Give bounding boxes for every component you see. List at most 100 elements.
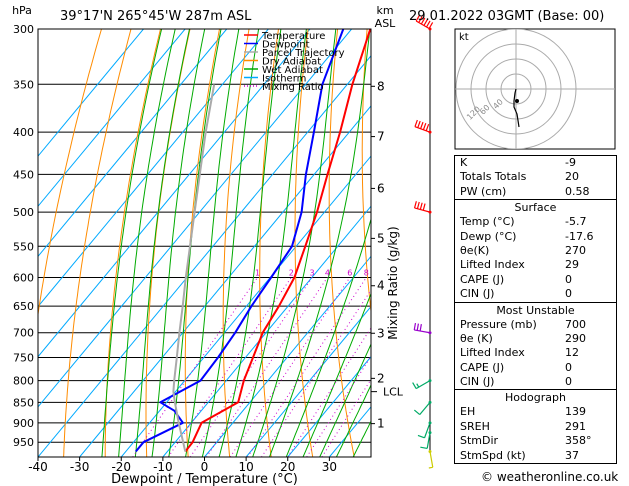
index-row: K -9 <box>455 156 616 170</box>
mixing-ratio-label: 15 <box>399 268 409 277</box>
surface-row: θe(K) 270 <box>455 244 616 258</box>
legend-label: Temperature <box>261 31 325 42</box>
most-unstable-row: Pressure (mb) 700 <box>455 318 616 332</box>
wind-barb-flag <box>413 201 417 209</box>
parcel-trajectory-line <box>172 84 216 452</box>
dry-adiabat-line <box>38 29 102 318</box>
hodograph-stat-label: StmDir <box>460 434 499 448</box>
isotherm-line <box>245 305 371 457</box>
x-axis-title: Dewpoint / Temperature (°C) <box>111 472 298 486</box>
wet-adiabat-line <box>185 29 240 457</box>
mixing-ratio-line <box>206 277 328 457</box>
wind-barb-flag <box>412 382 417 389</box>
mixing-ratio-label: 25 <box>431 268 441 277</box>
wind-barb-flag <box>416 201 420 209</box>
surface-value: 0 <box>565 287 572 301</box>
wind-barb-flag <box>417 434 425 439</box>
most-unstable-label: θe (K) <box>460 331 493 345</box>
km-tick-label: 5 <box>377 231 385 245</box>
pressure-tick-label: 850 <box>13 396 34 409</box>
wet-adiabat-line <box>168 29 222 457</box>
isotherm-line <box>162 205 371 457</box>
most-unstable-row: Lifted Index 12 <box>455 346 616 360</box>
isotherm-line <box>38 29 228 258</box>
x-tick-label: -10 <box>153 460 173 474</box>
wet-adiabat-line <box>101 29 163 457</box>
pressure-unit-label: hPa <box>12 4 32 17</box>
wet-adiabat-line <box>201 29 260 457</box>
surface-value: 29 <box>565 258 579 272</box>
most-unstable-value: 0 <box>565 360 572 374</box>
wet-adiabat-line <box>335 383 371 457</box>
wind-barb-flag <box>414 119 418 127</box>
wind-barb-flag <box>428 22 434 29</box>
pressure-tick-label: 350 <box>13 78 34 91</box>
most-unstable-value: 12 <box>565 346 579 360</box>
mixing-ratio-line <box>321 378 371 457</box>
wind-barb-flag <box>423 19 428 26</box>
surface-row: Dewp (°C) -17.6 <box>455 230 616 244</box>
surface-value: -5.7 <box>565 215 587 229</box>
mixing-ratio-label: 2 <box>289 268 294 277</box>
hodograph-stat-value: 358° <box>565 434 592 448</box>
isotherm-line <box>38 29 144 157</box>
wind-barb-flag <box>420 121 424 129</box>
isotherm-line <box>287 355 371 457</box>
surface-label: CIN (J) <box>460 287 495 301</box>
wind-barb-dot <box>428 421 432 425</box>
wind-barb-dot <box>428 130 432 134</box>
wind-barb-shaft <box>423 422 431 439</box>
wet-adiabat-line <box>118 29 176 457</box>
mixing-ratio-line <box>306 355 371 457</box>
wind-barb-half-flag <box>428 466 433 469</box>
x-tick-label: 20 <box>280 460 295 474</box>
most-unstable-label: Lifted Index <box>460 346 525 360</box>
index-row: Totals Totals 20 <box>455 170 616 184</box>
mixing-ratio-label: 3 <box>310 268 315 277</box>
surface-row: Temp (°C) -5.7 <box>455 215 616 229</box>
isotherm-line <box>38 29 269 308</box>
pressure-tick-label: 750 <box>13 351 34 364</box>
x-tick-label: 0 <box>201 460 209 474</box>
wind-barb-dot <box>428 431 432 435</box>
pressure-tick-label: 400 <box>13 126 34 139</box>
x-tick-label: -30 <box>70 460 90 474</box>
wind-barb-flag <box>413 322 417 331</box>
wind-barb-flag <box>415 14 421 22</box>
x-tick-label: 10 <box>238 460 253 474</box>
mixing-ratio-line <box>189 277 313 457</box>
surface-row: CAPE (J) 0 <box>455 273 616 287</box>
wind-barb-flag <box>413 409 421 416</box>
wind-barb-shaft <box>419 401 431 415</box>
location-text: 39°17'N 265°45'W 287m ASL <box>60 9 252 24</box>
mixing-ratio-label: 8 <box>364 268 369 277</box>
x-tick-label: -40 <box>28 460 48 474</box>
most-unstable-value: 0 <box>565 375 572 389</box>
legend-label: Dewpoint <box>262 40 310 51</box>
mixing-ratio-label: 6 <box>347 268 352 277</box>
pressure-tick-label: 900 <box>13 417 34 430</box>
index-value: -9 <box>565 156 576 169</box>
mixing-ratio-axis-title: Mixing Ratio (g/kg) <box>386 226 400 339</box>
surface-value: 0 <box>565 272 572 286</box>
isotherm-line <box>38 29 352 408</box>
isotherm-line <box>38 29 311 358</box>
index-label: PW (cm) <box>460 184 507 198</box>
storm-motion-marker <box>515 99 519 103</box>
most-unstable-value: 290 <box>565 331 586 345</box>
most-unstable-label: CAPE (J) <box>460 360 505 374</box>
pressure-tick-label: 450 <box>13 168 34 181</box>
index-row: PW (cm) 0.58 <box>455 185 616 199</box>
dry-adiabat-line <box>294 29 314 457</box>
hodograph-stat-row: SREH 291 <box>455 420 616 434</box>
x-tick-label: 30 <box>322 460 337 474</box>
copyright[interactable]: © weatheronline.co.uk <box>481 470 619 484</box>
surface-label: θe(K) <box>460 243 490 257</box>
surface-label: Lifted Index <box>460 258 525 272</box>
wind-barb-flag <box>418 16 423 23</box>
hodograph-trace <box>513 88 520 128</box>
mixing-ratio-label: 1 <box>255 268 260 277</box>
